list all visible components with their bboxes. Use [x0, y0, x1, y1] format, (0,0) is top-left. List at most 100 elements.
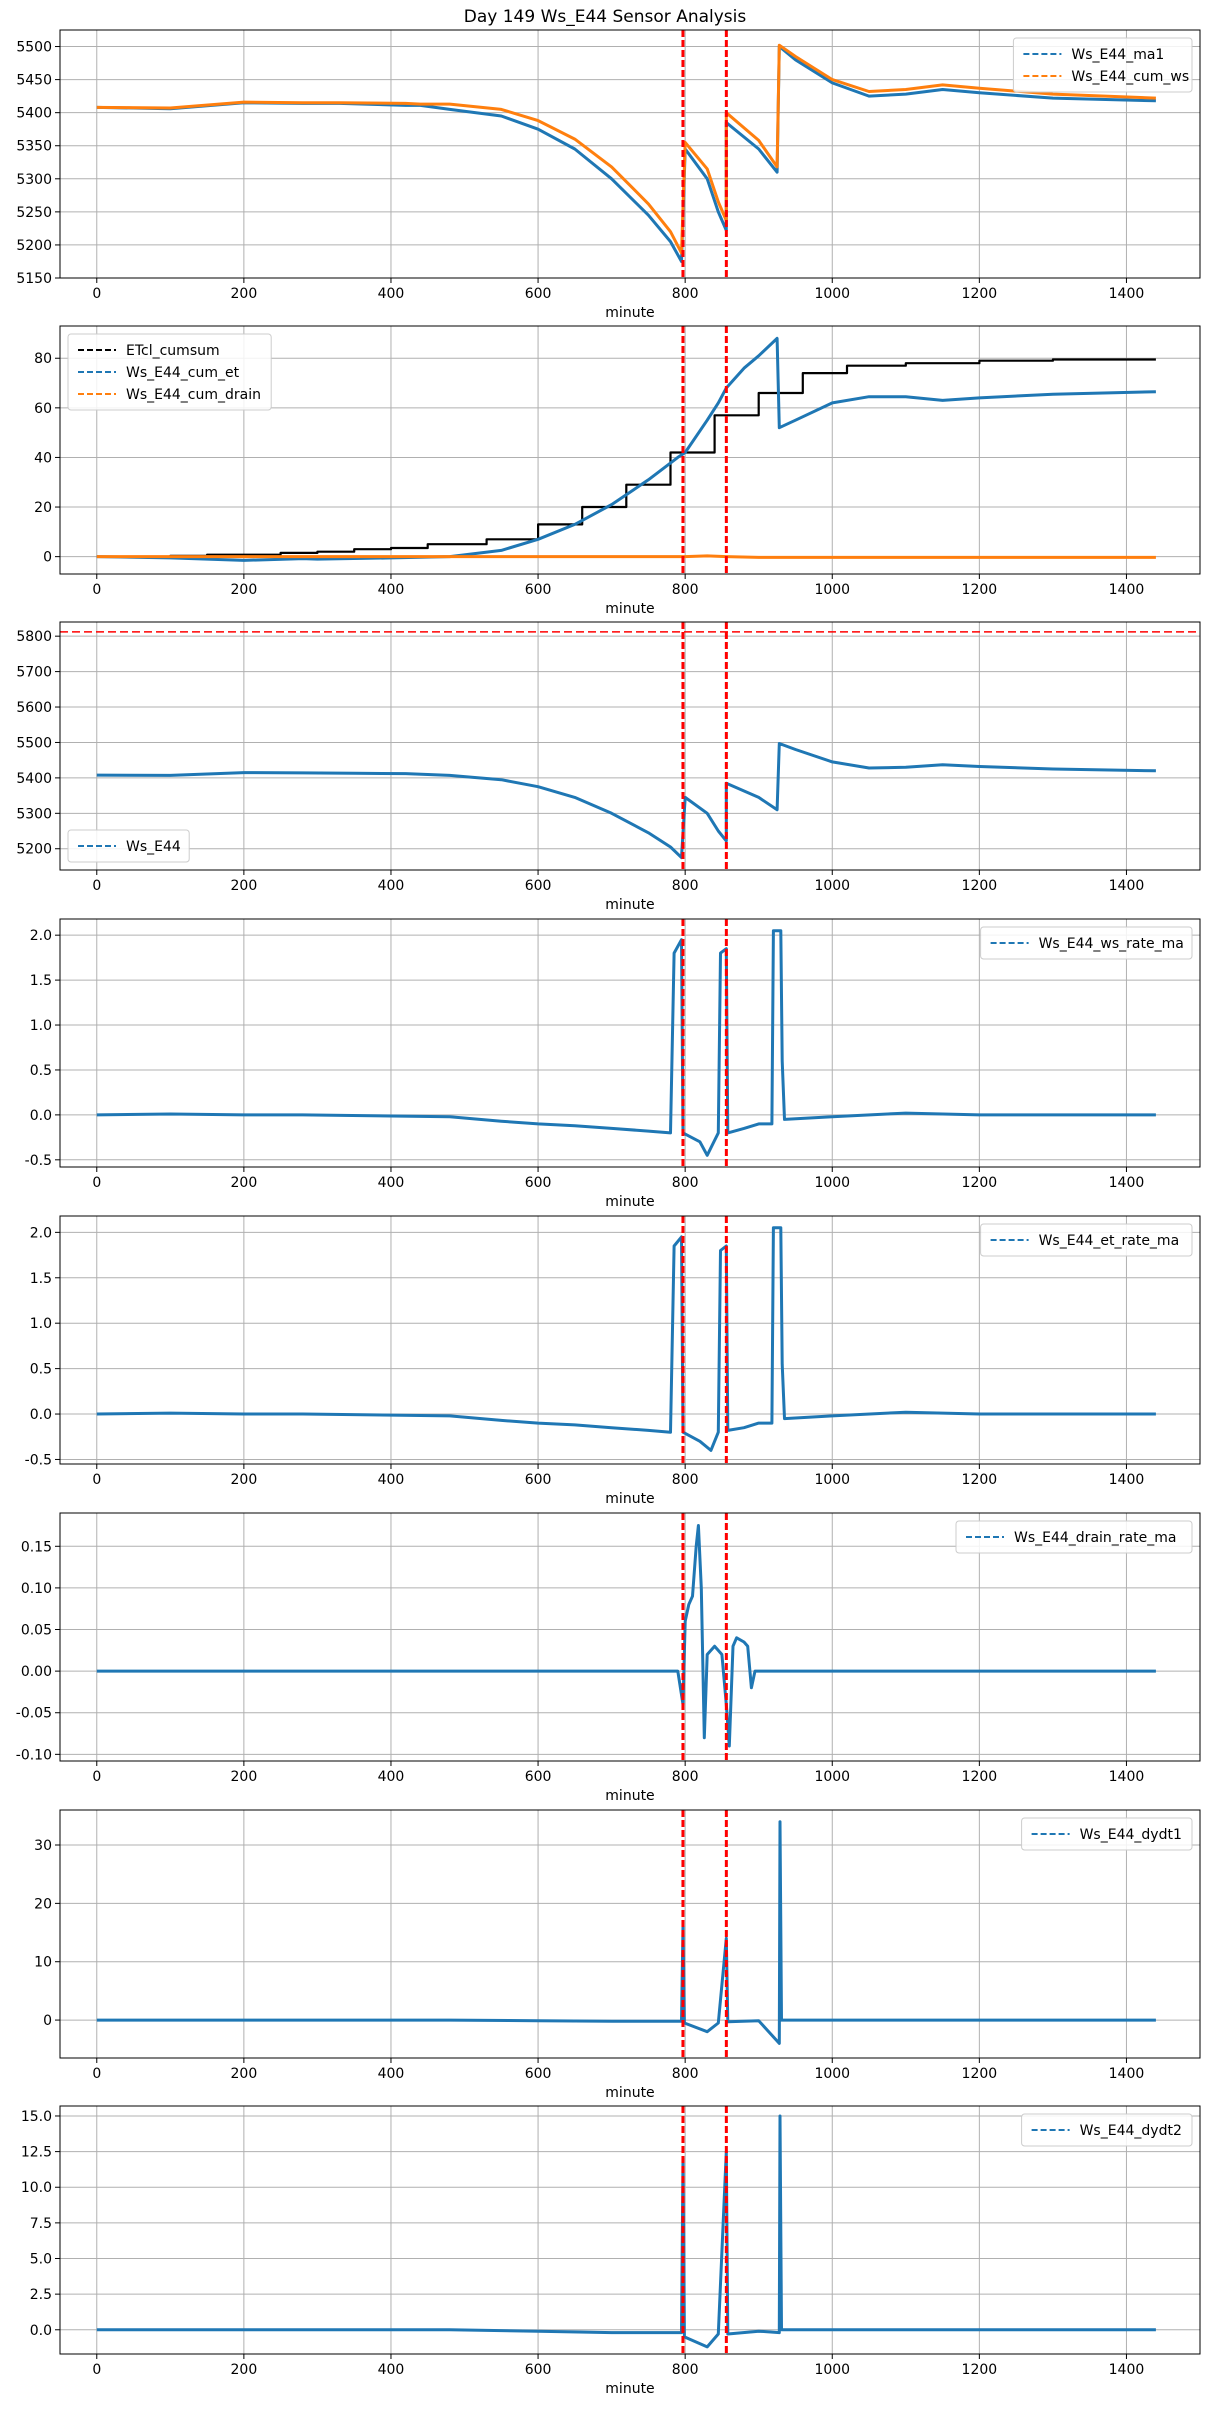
x-tick-label: 400 — [378, 286, 405, 302]
x-tick-label: 400 — [378, 2362, 405, 2378]
legend-label: Ws_E44_ma1 — [1071, 47, 1164, 63]
legend-box — [1012, 37, 1193, 93]
series-line-1 — [96, 1524, 1156, 1748]
y-tick-label: 0.0 — [30, 1407, 52, 1423]
x-tick-label: 1400 — [1109, 286, 1145, 302]
x-tick-label: 200 — [231, 2362, 258, 2378]
x-tick-label: 600 — [525, 878, 552, 894]
x-tick-label: 600 — [525, 1175, 552, 1191]
legend-label: Ws_E44 — [126, 839, 181, 855]
legend: Ws_E44_et_rate_ma — [980, 1223, 1193, 1257]
y-tick-label: 1.5 — [30, 973, 52, 989]
x-tick-label: 800 — [672, 1472, 699, 1488]
x-tick-label: 200 — [231, 878, 258, 894]
legend: Ws_E44_drain_rate_ma — [955, 1520, 1193, 1554]
y-tick-label: 5500 — [16, 735, 52, 751]
x-tick-label: 1400 — [1109, 2066, 1145, 2082]
chart-panel-3: 0 200 400 600 800 1000 1200 1400 5200 5300 5400 550… — [16, 621, 1201, 913]
legend-box — [67, 333, 272, 411]
x-tick-label: 800 — [672, 286, 699, 302]
x-tick-label: 0 — [92, 286, 101, 302]
x-tick-label: 400 — [378, 1175, 405, 1191]
x-tick-label: 1400 — [1109, 1472, 1145, 1488]
y-tick-label: 30 — [34, 1838, 52, 1854]
y-tick-label: 15.0 — [21, 2109, 52, 2125]
y-tick-label: 0.0 — [30, 2323, 52, 2339]
x-tick-label: 600 — [525, 286, 552, 302]
x-axis-label: minute — [605, 897, 654, 913]
x-tick-label: 1000 — [814, 1472, 850, 1488]
y-tick-label: -0.5 — [25, 1452, 52, 1468]
x-tick-label: 1000 — [814, 286, 850, 302]
x-tick-label: 800 — [672, 1769, 699, 1785]
x-tick-label: 1000 — [814, 2362, 850, 2378]
plot-area — [96, 929, 1156, 1157]
x-axis-label: minute — [605, 1788, 654, 1804]
y-tick-label: 5300 — [16, 172, 52, 188]
y-tick-label: 0.5 — [30, 1362, 52, 1378]
y-tick-label: 7.5 — [30, 2216, 52, 2232]
x-tick-label: 1400 — [1109, 878, 1145, 894]
chart-panel-1: 0 200 400 600 800 1000 1200 1400 5150 5200 5250 530… — [16, 29, 1201, 321]
plot-area — [96, 1226, 1156, 1452]
x-tick-label: 1400 — [1109, 582, 1145, 598]
x-tick-label: 1200 — [962, 286, 998, 302]
y-tick-label: 5500 — [16, 40, 52, 56]
plot-area — [60, 631, 1200, 860]
legend: ETcl_cumsum Ws_E44_cum_et Ws_E44_cum_drain — [67, 333, 272, 411]
x-tick-label: 400 — [378, 2066, 405, 2082]
chart-panel-6: 0 200 400 600 800 1000 1200 1400 -0.10 -0.05 0.00 0… — [16, 1512, 1201, 1804]
y-tick-label: 40 — [34, 450, 52, 466]
x-tick-label: 200 — [231, 1769, 258, 1785]
y-tick-label: -0.10 — [16, 1747, 52, 1763]
x-axis-label: minute — [605, 2085, 654, 2101]
series-line-1 — [96, 358, 1156, 558]
x-tick-label: 1400 — [1109, 1175, 1145, 1191]
x-axis-label: minute — [605, 601, 654, 617]
y-tick-label: 1.0 — [30, 1316, 52, 1332]
series-line-3 — [96, 554, 1156, 559]
legend-box — [980, 926, 1193, 960]
chart-panel-4: 0 200 400 600 800 1000 1200 1400 -0.5 0.0 0.5 1.0 1.… — [25, 918, 1201, 1210]
y-tick-label: 0.10 — [21, 1581, 52, 1597]
y-tick-label: 12.5 — [21, 2145, 52, 2161]
x-axis-label: minute — [605, 2381, 654, 2397]
legend-label: Ws_E44_cum_et — [126, 365, 240, 381]
legend-box — [1021, 2113, 1193, 2147]
figure-title: Day 149 Ws_E44 Sensor Analysis — [464, 7, 747, 27]
chart-panel-2: 0 200 400 600 800 1000 1200 1400 0 20 40 60 80 minute… — [34, 325, 1201, 617]
x-tick-label: 1200 — [962, 1472, 998, 1488]
y-tick-label: 1.0 — [30, 1018, 52, 1034]
y-tick-label: 5400 — [16, 771, 52, 787]
series-line-1 — [96, 2114, 1156, 2349]
axes-frame — [59, 918, 1201, 1168]
y-tick-label: 2.5 — [30, 2287, 52, 2303]
legend: Ws_E44_dydt1 — [1021, 1817, 1193, 1851]
series-line-1 — [96, 929, 1156, 1157]
y-tick-label: 20 — [34, 1896, 52, 1912]
x-tick-label: 1200 — [962, 582, 998, 598]
legend-box — [1021, 1817, 1193, 1851]
chart-panel-5: 0 200 400 600 800 1000 1200 1400 -0.5 0.0 0.5 1.0 1.… — [25, 1215, 1201, 1507]
x-tick-label: 0 — [92, 1175, 101, 1191]
x-tick-label: 400 — [378, 1769, 405, 1785]
x-tick-label: 0 — [92, 1472, 101, 1488]
y-tick-label: 5250 — [16, 205, 52, 221]
axes-frame — [59, 1512, 1201, 1762]
legend-label: Ws_E44_dydt2 — [1080, 2123, 1182, 2139]
x-tick-label: 200 — [231, 1472, 258, 1488]
y-tick-label: 10 — [34, 1955, 52, 1971]
legend: Ws_E44_ma1 Ws_E44_cum_ws — [1012, 37, 1193, 93]
x-tick-label: 800 — [672, 582, 699, 598]
x-axis-label: minute — [605, 1194, 654, 1210]
y-tick-label: 80 — [34, 351, 52, 367]
x-axis-label: minute — [605, 305, 654, 321]
y-tick-label: 5350 — [16, 139, 52, 155]
y-tick-label: 10.0 — [21, 2180, 52, 2196]
x-tick-label: 1200 — [962, 1769, 998, 1785]
x-tick-label: 200 — [231, 582, 258, 598]
x-tick-label: 800 — [672, 2362, 699, 2378]
x-tick-label: 200 — [231, 1175, 258, 1191]
x-tick-label: 0 — [92, 582, 101, 598]
y-tick-label: 5300 — [16, 806, 52, 822]
